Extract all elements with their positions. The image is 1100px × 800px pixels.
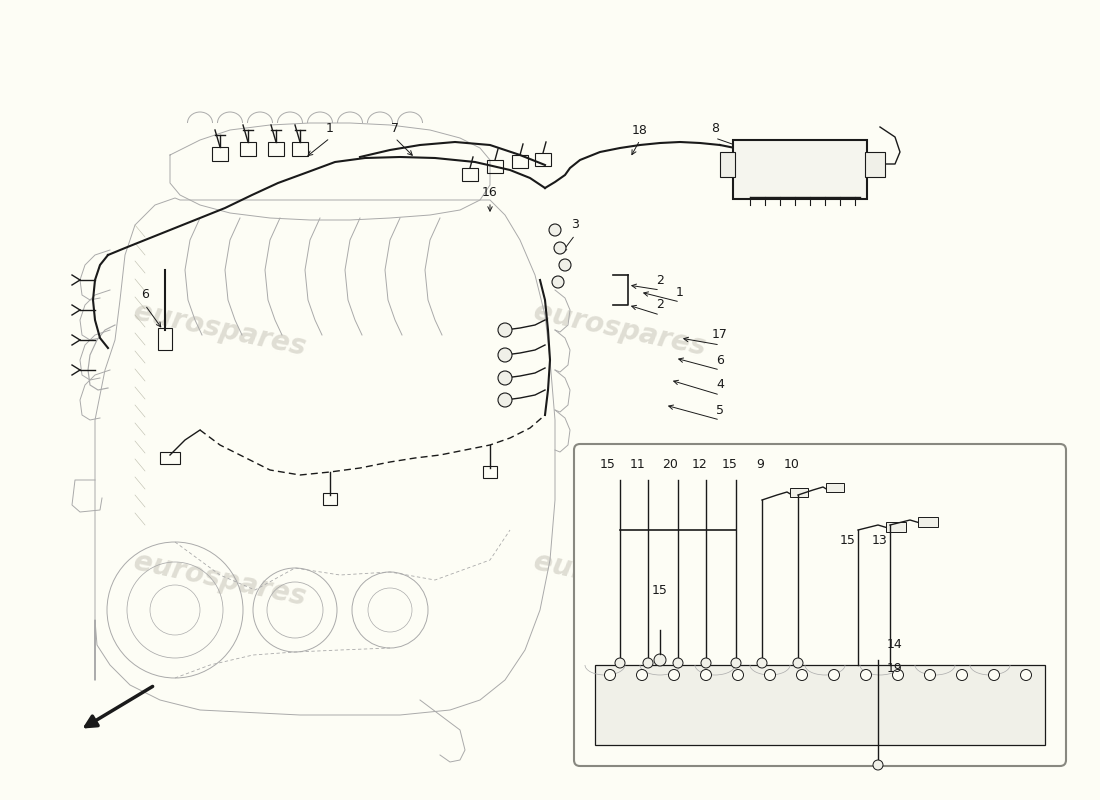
Text: 4: 4	[716, 378, 724, 391]
Bar	[483, 466, 497, 478]
Text: eurospares: eurospares	[531, 298, 708, 362]
Circle shape	[498, 393, 512, 407]
Circle shape	[757, 658, 767, 668]
Bar	[240, 142, 256, 156]
Text: 2: 2	[656, 274, 664, 286]
Bar	[918, 517, 938, 527]
Bar	[462, 168, 478, 181]
Text: eurospares: eurospares	[131, 298, 309, 362]
Circle shape	[860, 670, 871, 681]
Circle shape	[549, 224, 561, 236]
Bar	[268, 142, 284, 156]
Text: 16: 16	[482, 186, 498, 198]
Circle shape	[957, 670, 968, 681]
Text: 2: 2	[656, 298, 664, 311]
Bar	[512, 155, 528, 168]
Bar	[158, 328, 172, 350]
Circle shape	[498, 348, 512, 362]
Text: eurospares: eurospares	[531, 548, 708, 612]
Text: 15: 15	[652, 583, 668, 597]
Circle shape	[873, 760, 883, 770]
Text: 3: 3	[571, 218, 579, 231]
Text: 5: 5	[716, 403, 724, 417]
FancyBboxPatch shape	[733, 140, 867, 199]
Text: 6: 6	[141, 289, 149, 302]
Bar	[865, 152, 886, 177]
Circle shape	[498, 371, 512, 385]
Circle shape	[764, 670, 776, 681]
Text: eurospares: eurospares	[131, 548, 309, 612]
Text: 15: 15	[840, 534, 856, 546]
Bar	[292, 142, 308, 156]
Circle shape	[605, 670, 616, 681]
Circle shape	[701, 658, 711, 668]
Bar	[886, 522, 906, 532]
Circle shape	[615, 658, 625, 668]
Circle shape	[637, 670, 648, 681]
Circle shape	[793, 658, 803, 668]
Bar	[826, 483, 844, 492]
Circle shape	[552, 276, 564, 288]
Circle shape	[673, 658, 683, 668]
Text: 15: 15	[601, 458, 616, 471]
Circle shape	[554, 242, 566, 254]
Circle shape	[701, 670, 712, 681]
Bar	[212, 147, 228, 161]
Text: 13: 13	[872, 534, 888, 546]
Circle shape	[828, 670, 839, 681]
Bar	[160, 452, 180, 464]
Circle shape	[498, 323, 512, 337]
Text: 19: 19	[887, 662, 903, 674]
Bar	[595, 665, 1045, 745]
Circle shape	[989, 670, 1000, 681]
Text: 18: 18	[632, 123, 648, 137]
Circle shape	[733, 670, 744, 681]
Bar	[720, 152, 735, 177]
Text: 7: 7	[390, 122, 399, 134]
Text: 8: 8	[711, 122, 719, 134]
Text: 11: 11	[630, 458, 646, 471]
Text: 15: 15	[722, 458, 738, 471]
Circle shape	[1021, 670, 1032, 681]
Text: 1: 1	[326, 122, 334, 134]
Circle shape	[924, 670, 935, 681]
Text: 17: 17	[712, 329, 728, 342]
Bar	[790, 488, 808, 497]
Circle shape	[644, 658, 653, 668]
Text: 10: 10	[784, 458, 800, 471]
Circle shape	[732, 658, 741, 668]
Text: 6: 6	[716, 354, 724, 366]
Text: 12: 12	[692, 458, 708, 471]
Text: 20: 20	[662, 458, 678, 471]
Circle shape	[669, 670, 680, 681]
Circle shape	[796, 670, 807, 681]
Circle shape	[654, 654, 666, 666]
FancyBboxPatch shape	[574, 444, 1066, 766]
Text: 9: 9	[756, 458, 763, 471]
Circle shape	[559, 259, 571, 271]
Text: 14: 14	[887, 638, 903, 651]
Bar	[487, 160, 503, 173]
Text: 1: 1	[676, 286, 684, 298]
Bar	[323, 493, 337, 505]
Circle shape	[892, 670, 903, 681]
Bar	[535, 153, 551, 166]
